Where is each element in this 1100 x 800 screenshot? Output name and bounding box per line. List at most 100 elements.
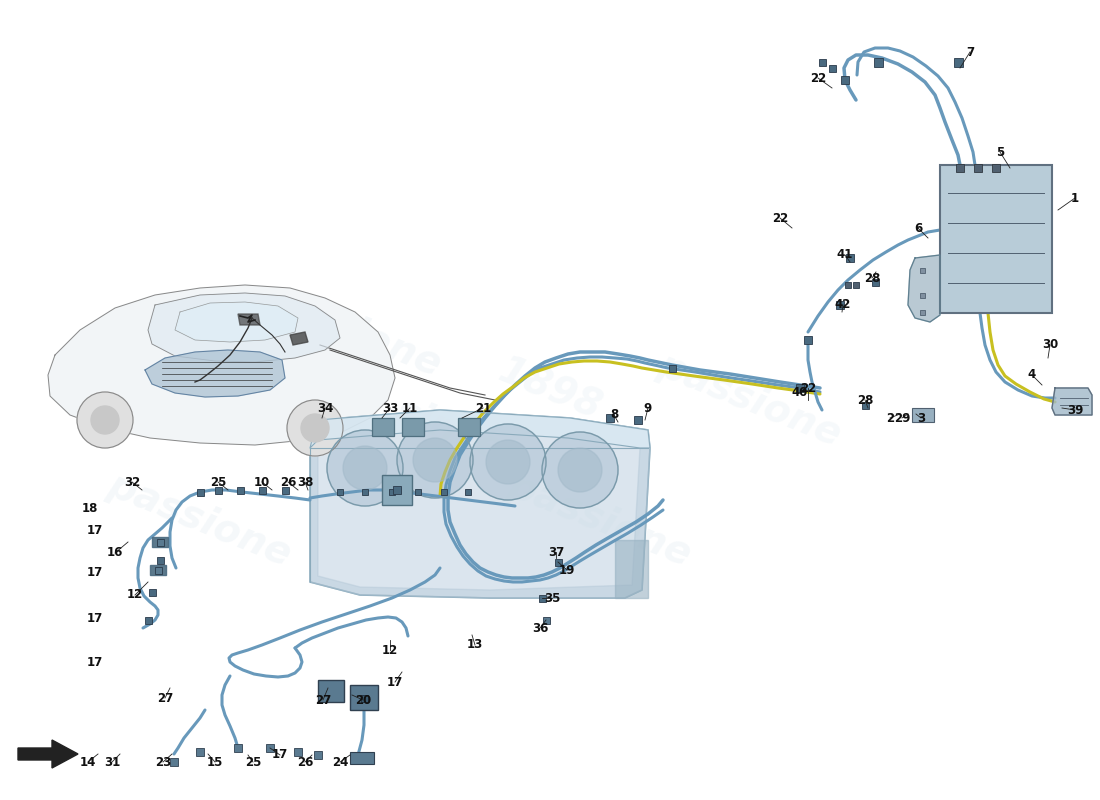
- Text: 38: 38: [297, 475, 313, 489]
- Bar: [861, 402, 869, 409]
- Bar: [234, 744, 242, 752]
- Text: 35: 35: [543, 591, 560, 605]
- Bar: [940, 165, 1052, 313]
- Text: 12: 12: [126, 589, 143, 602]
- Bar: [170, 758, 178, 766]
- Bar: [154, 566, 162, 574]
- Text: 1898: 1898: [493, 352, 607, 428]
- Text: 11: 11: [402, 402, 418, 414]
- Bar: [554, 558, 561, 566]
- Bar: [920, 310, 924, 314]
- Bar: [818, 58, 825, 66]
- Bar: [258, 486, 265, 494]
- Bar: [836, 301, 844, 309]
- Text: 20: 20: [355, 694, 371, 706]
- Polygon shape: [18, 740, 78, 768]
- Text: 3: 3: [917, 411, 925, 425]
- Bar: [669, 365, 675, 371]
- Bar: [974, 164, 982, 172]
- Text: 17: 17: [87, 611, 103, 625]
- Bar: [361, 694, 367, 702]
- Bar: [197, 489, 204, 495]
- Bar: [441, 489, 447, 495]
- Text: 18: 18: [81, 502, 98, 514]
- Text: 28: 28: [864, 271, 880, 285]
- Bar: [337, 489, 343, 495]
- Bar: [350, 685, 378, 710]
- Text: 4: 4: [1027, 369, 1036, 382]
- Polygon shape: [148, 293, 340, 362]
- Bar: [372, 418, 394, 436]
- Circle shape: [91, 406, 119, 434]
- Text: 17: 17: [87, 523, 103, 537]
- Circle shape: [486, 440, 530, 484]
- Polygon shape: [310, 410, 650, 598]
- Text: since: since: [390, 391, 509, 469]
- Circle shape: [301, 414, 329, 442]
- Polygon shape: [145, 350, 285, 397]
- Bar: [846, 254, 854, 262]
- Text: 15: 15: [207, 755, 223, 769]
- Text: 19: 19: [559, 563, 575, 577]
- Circle shape: [397, 422, 473, 498]
- Text: 22: 22: [810, 71, 826, 85]
- Bar: [156, 538, 164, 546]
- Polygon shape: [908, 255, 940, 322]
- Bar: [606, 414, 614, 422]
- Text: 5: 5: [996, 146, 1004, 158]
- Text: 17: 17: [87, 566, 103, 578]
- Polygon shape: [48, 285, 395, 445]
- Text: 27: 27: [315, 694, 331, 706]
- Bar: [954, 58, 962, 66]
- Text: 31: 31: [103, 755, 120, 769]
- Bar: [796, 384, 804, 392]
- Circle shape: [558, 448, 602, 492]
- Bar: [350, 752, 374, 764]
- Bar: [196, 748, 204, 756]
- Polygon shape: [310, 448, 650, 598]
- Text: 33: 33: [382, 402, 398, 414]
- Bar: [828, 65, 836, 71]
- Bar: [842, 76, 849, 84]
- Circle shape: [542, 432, 618, 508]
- Bar: [920, 267, 924, 273]
- Bar: [362, 489, 369, 495]
- Text: 12: 12: [382, 643, 398, 657]
- Text: 34: 34: [317, 402, 333, 414]
- Polygon shape: [238, 314, 260, 325]
- Text: passione: passione: [503, 466, 697, 574]
- Text: 10: 10: [254, 475, 271, 489]
- Bar: [539, 594, 546, 602]
- Polygon shape: [150, 565, 166, 575]
- Text: 17: 17: [387, 675, 403, 689]
- Bar: [956, 164, 964, 172]
- Bar: [314, 751, 322, 759]
- Bar: [458, 418, 480, 436]
- Text: 17: 17: [272, 749, 288, 762]
- Bar: [845, 282, 851, 288]
- Text: passione: passione: [102, 466, 297, 574]
- Bar: [214, 486, 221, 494]
- Text: 41: 41: [837, 249, 854, 262]
- Circle shape: [327, 430, 403, 506]
- Text: 30: 30: [1042, 338, 1058, 351]
- Bar: [144, 617, 152, 623]
- Bar: [294, 748, 302, 756]
- Circle shape: [343, 446, 387, 490]
- Polygon shape: [152, 537, 168, 547]
- Text: 17: 17: [87, 655, 103, 669]
- Text: 22: 22: [772, 211, 788, 225]
- Text: 25: 25: [210, 475, 227, 489]
- Text: 40: 40: [792, 386, 808, 398]
- Text: 29: 29: [894, 411, 910, 425]
- Polygon shape: [175, 302, 298, 342]
- Text: 24: 24: [332, 755, 349, 769]
- Text: 16: 16: [107, 546, 123, 559]
- Text: 1: 1: [1071, 191, 1079, 205]
- Text: 14: 14: [80, 755, 96, 769]
- Text: 21: 21: [475, 402, 491, 414]
- Bar: [415, 489, 421, 495]
- Text: 28: 28: [857, 394, 873, 406]
- Bar: [873, 58, 882, 66]
- Polygon shape: [290, 332, 308, 345]
